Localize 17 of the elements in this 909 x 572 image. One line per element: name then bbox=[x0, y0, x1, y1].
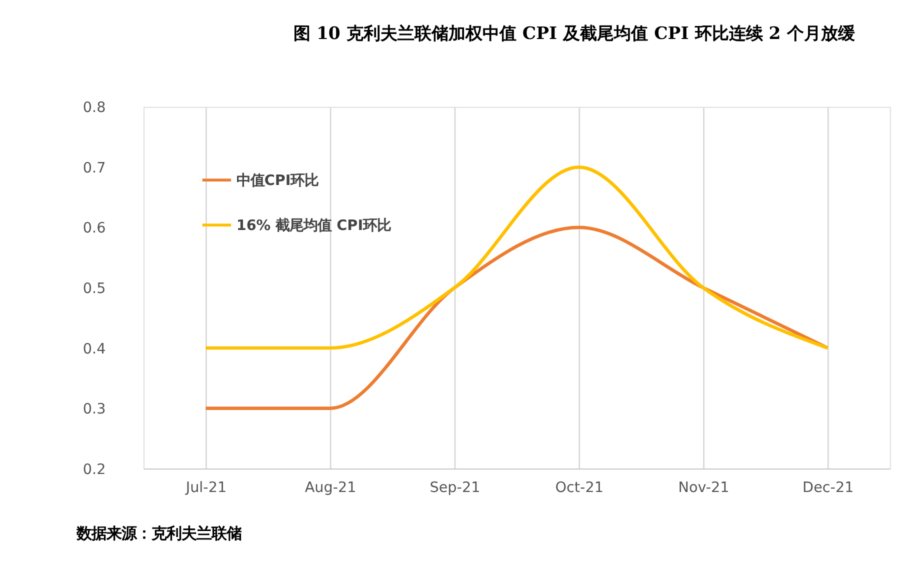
y-tick-label: 0.3 bbox=[82, 402, 106, 418]
legend-label: 中值CPI环比 bbox=[236, 172, 319, 189]
source-note: 数据来源：克利夫兰联储 bbox=[76, 524, 242, 542]
chart-title: 图 10 克利夫兰联储加权中值 CPI 及截尾均值 CPI 环比连续 2 个月放缓 bbox=[293, 24, 856, 44]
y-tick-label: 0.5 bbox=[82, 280, 106, 297]
y-tick-label: 0.2 bbox=[82, 462, 106, 478]
y-tick-label: 0.6 bbox=[82, 220, 106, 237]
x-tick-label: Nov-21 bbox=[678, 480, 730, 496]
legend-label: 16% 截尾均值 CPI环比 bbox=[236, 218, 392, 234]
y-tick-label: 0.7 bbox=[82, 160, 106, 176]
y-tick-label: 0.8 bbox=[82, 100, 106, 116]
x-tick-label: Jul-21 bbox=[184, 480, 227, 496]
x-tick-label: Sep-21 bbox=[430, 480, 480, 496]
y-tick-label: 0.4 bbox=[82, 341, 106, 358]
x-tick-label: Dec-21 bbox=[802, 480, 854, 496]
x-tick-label: Aug-21 bbox=[304, 480, 356, 496]
x-tick-label: Oct-21 bbox=[555, 480, 604, 496]
